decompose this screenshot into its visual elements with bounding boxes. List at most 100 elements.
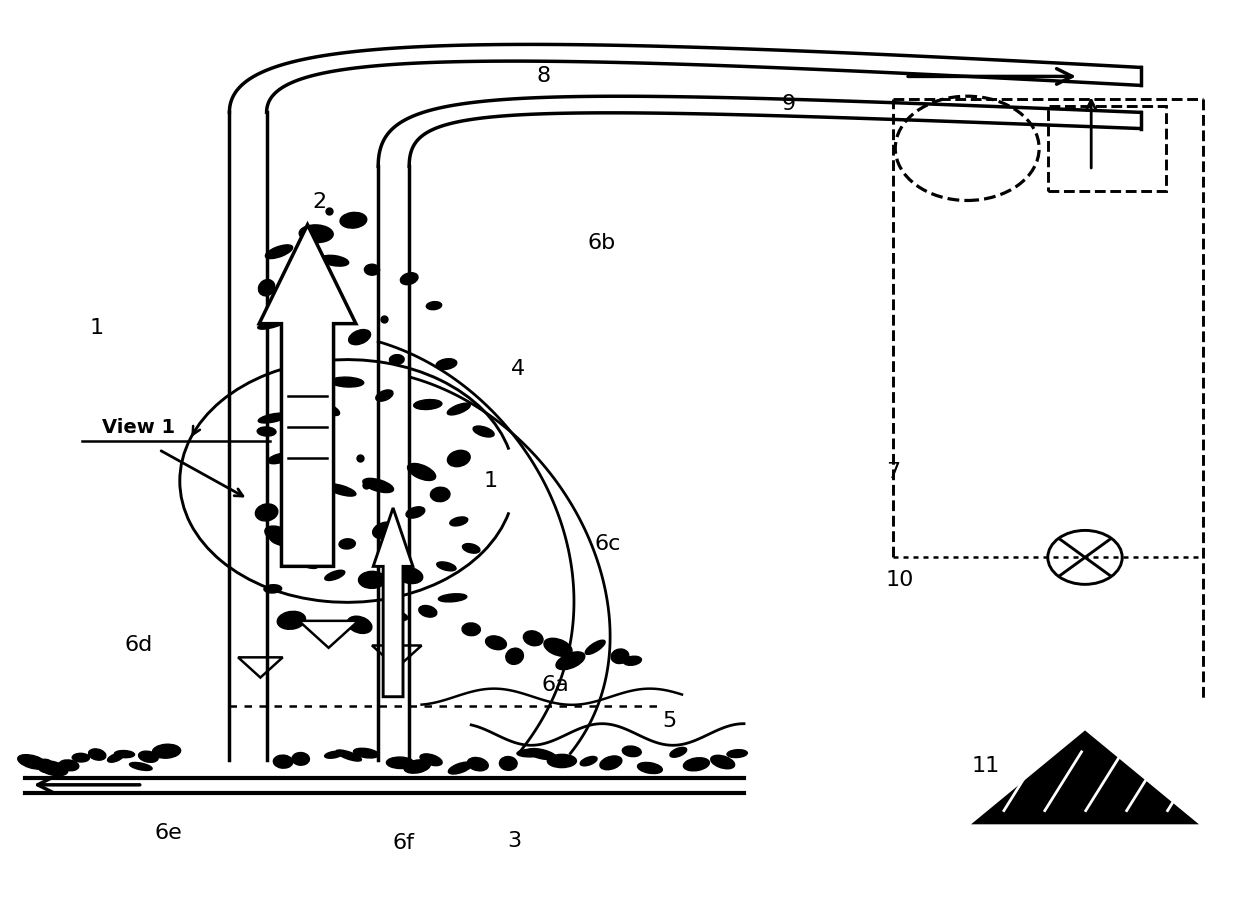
Polygon shape bbox=[259, 225, 356, 566]
Ellipse shape bbox=[336, 750, 361, 761]
Ellipse shape bbox=[37, 761, 68, 776]
Ellipse shape bbox=[547, 754, 577, 768]
Polygon shape bbox=[373, 508, 413, 697]
Ellipse shape bbox=[255, 503, 278, 521]
Ellipse shape bbox=[624, 656, 641, 665]
Ellipse shape bbox=[611, 649, 629, 663]
Ellipse shape bbox=[291, 752, 310, 765]
Polygon shape bbox=[238, 657, 283, 678]
Ellipse shape bbox=[308, 531, 325, 547]
Ellipse shape bbox=[325, 570, 345, 581]
Ellipse shape bbox=[670, 747, 687, 757]
Ellipse shape bbox=[430, 487, 450, 502]
Ellipse shape bbox=[108, 753, 124, 762]
Ellipse shape bbox=[405, 507, 425, 518]
Ellipse shape bbox=[265, 526, 293, 544]
Text: 6c: 6c bbox=[594, 534, 621, 554]
Ellipse shape bbox=[474, 426, 494, 437]
Ellipse shape bbox=[523, 631, 543, 645]
Ellipse shape bbox=[436, 359, 456, 369]
Text: 1: 1 bbox=[89, 318, 104, 338]
Text: 6e: 6e bbox=[155, 823, 182, 843]
Ellipse shape bbox=[500, 757, 517, 770]
Ellipse shape bbox=[257, 427, 277, 436]
Text: 8: 8 bbox=[536, 67, 551, 86]
Ellipse shape bbox=[727, 750, 748, 758]
Ellipse shape bbox=[264, 584, 281, 593]
Ellipse shape bbox=[404, 760, 430, 773]
Ellipse shape bbox=[427, 302, 441, 309]
Text: 3: 3 bbox=[507, 831, 522, 850]
Ellipse shape bbox=[683, 758, 709, 770]
Ellipse shape bbox=[340, 212, 367, 228]
Ellipse shape bbox=[401, 272, 418, 285]
Ellipse shape bbox=[347, 616, 372, 634]
Ellipse shape bbox=[258, 318, 288, 329]
Ellipse shape bbox=[278, 611, 305, 629]
Ellipse shape bbox=[387, 757, 414, 769]
Ellipse shape bbox=[358, 572, 386, 588]
Ellipse shape bbox=[544, 638, 572, 656]
Ellipse shape bbox=[268, 453, 290, 464]
Ellipse shape bbox=[258, 280, 275, 296]
Ellipse shape bbox=[600, 756, 622, 770]
Polygon shape bbox=[299, 621, 358, 648]
Ellipse shape bbox=[293, 477, 315, 494]
Ellipse shape bbox=[114, 751, 135, 758]
Ellipse shape bbox=[414, 399, 441, 410]
Text: 9: 9 bbox=[781, 94, 796, 114]
Ellipse shape bbox=[353, 748, 378, 758]
Ellipse shape bbox=[486, 636, 506, 650]
Ellipse shape bbox=[363, 478, 393, 493]
Ellipse shape bbox=[270, 532, 300, 547]
Ellipse shape bbox=[408, 464, 435, 480]
Ellipse shape bbox=[331, 377, 363, 387]
Ellipse shape bbox=[326, 484, 356, 496]
Ellipse shape bbox=[386, 610, 408, 621]
Ellipse shape bbox=[637, 762, 662, 773]
Ellipse shape bbox=[139, 752, 159, 762]
Ellipse shape bbox=[17, 754, 47, 770]
Ellipse shape bbox=[436, 562, 456, 571]
Ellipse shape bbox=[506, 648, 523, 664]
Ellipse shape bbox=[517, 749, 546, 757]
Text: 10: 10 bbox=[887, 570, 914, 590]
Ellipse shape bbox=[450, 517, 467, 526]
Text: 5: 5 bbox=[662, 711, 677, 731]
Text: 11: 11 bbox=[972, 756, 999, 776]
Text: 2: 2 bbox=[312, 192, 327, 212]
Ellipse shape bbox=[258, 414, 288, 423]
Ellipse shape bbox=[290, 270, 317, 279]
Ellipse shape bbox=[622, 746, 641, 757]
Text: 6b: 6b bbox=[588, 233, 615, 253]
Ellipse shape bbox=[129, 762, 153, 770]
Ellipse shape bbox=[365, 264, 379, 275]
Ellipse shape bbox=[580, 756, 598, 766]
Ellipse shape bbox=[448, 450, 470, 467]
Ellipse shape bbox=[449, 762, 472, 774]
Ellipse shape bbox=[339, 539, 356, 549]
Ellipse shape bbox=[37, 760, 53, 772]
Ellipse shape bbox=[463, 623, 480, 636]
Ellipse shape bbox=[527, 749, 556, 760]
Ellipse shape bbox=[321, 255, 348, 266]
Ellipse shape bbox=[311, 621, 334, 637]
Text: 4: 4 bbox=[511, 359, 526, 378]
Ellipse shape bbox=[463, 544, 480, 553]
Ellipse shape bbox=[448, 403, 470, 415]
Text: 6d: 6d bbox=[125, 636, 153, 655]
Ellipse shape bbox=[585, 640, 605, 654]
Ellipse shape bbox=[711, 755, 734, 769]
Ellipse shape bbox=[376, 390, 393, 401]
Text: 7: 7 bbox=[885, 462, 900, 482]
Text: View 1: View 1 bbox=[102, 417, 175, 437]
Text: 1: 1 bbox=[484, 471, 498, 491]
Polygon shape bbox=[976, 733, 1194, 823]
Ellipse shape bbox=[72, 753, 89, 762]
Ellipse shape bbox=[273, 755, 293, 769]
Ellipse shape bbox=[288, 395, 308, 405]
Ellipse shape bbox=[467, 758, 489, 770]
Ellipse shape bbox=[556, 652, 585, 670]
Ellipse shape bbox=[290, 556, 317, 568]
Ellipse shape bbox=[159, 748, 175, 756]
